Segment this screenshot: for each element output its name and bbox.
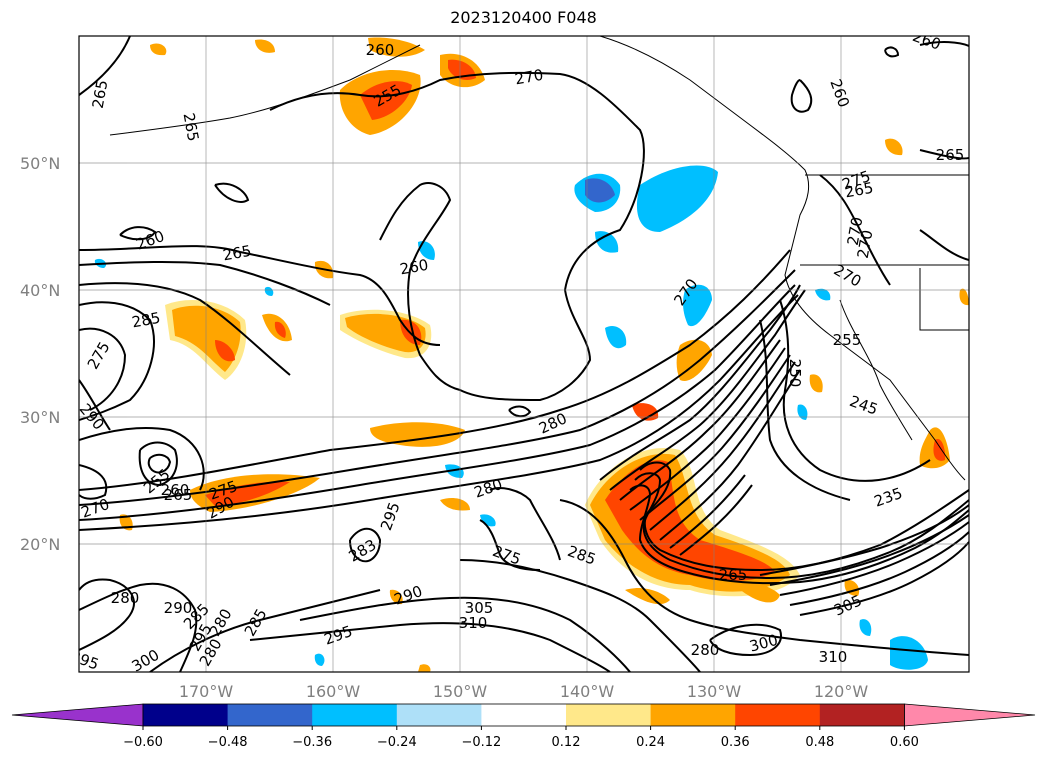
latitude-labels: 50°N 40°N 30°N 20°N (20, 154, 60, 554)
contour-label: 265 (164, 486, 193, 504)
contour-label: 305 (465, 599, 494, 617)
colorbar-segment (735, 704, 821, 726)
lat-label-30n: 30°N (20, 408, 60, 427)
colorbar-segment (396, 704, 482, 726)
colorbar-tick-label: 0.36 (721, 735, 750, 750)
contour-lines (79, 36, 969, 672)
contour-label: 260 (366, 41, 395, 59)
lon-label-130w: 130°W (687, 682, 742, 701)
lat-label-40n: 40°N (20, 281, 60, 300)
colorbar-tick-label: 0.24 (636, 735, 665, 750)
colorbar-tick-label: 0.60 (890, 735, 919, 750)
longitude-labels: 170°W 160°W 150°W 140°W 130°W 120°W (179, 682, 869, 701)
contour-label: 265 (180, 111, 203, 142)
contour-label: 265 (719, 566, 748, 584)
lon-label-160w: 160°W (306, 682, 361, 701)
contour-label: 270 (513, 66, 544, 89)
lon-label-140w: 140°W (560, 682, 615, 701)
contour-label: 265 (936, 146, 965, 164)
colorbar-tick-label: −0.36 (292, 735, 332, 750)
contour-label: 265 (221, 242, 252, 265)
contour-label: 310 (459, 614, 488, 632)
colorbar-extend-high (904, 703, 1036, 727)
colorbar-tick-label: 0.48 (805, 735, 834, 750)
colorbar-segment (819, 704, 905, 726)
plot-frame (78, 35, 970, 673)
contour-label: 255 (833, 331, 862, 349)
lon-label-170w: 170°W (179, 682, 234, 701)
colorbar-segment (312, 704, 398, 726)
colorbar-segment (143, 704, 229, 726)
colorbar-extend-low (11, 703, 144, 727)
colorbar-segment (481, 704, 567, 726)
contour-label: 285 (130, 309, 161, 332)
colorbar-segment (566, 704, 652, 726)
colorbar: −0.60 −0.48 −0.36 −0.24 −0.12 0.12 0.24 0.36 0.4… (11, 703, 1036, 750)
contour-label: 310 (819, 648, 848, 666)
colorbar-segment (227, 704, 313, 726)
lat-label-50n: 50°N (20, 154, 60, 173)
colorbar-tick-label: 0.12 (552, 735, 581, 750)
coastlines (109, 36, 969, 481)
colorbar-segment (650, 704, 736, 726)
lat-label-20n: 20°N (20, 535, 60, 554)
lon-label-150w: 150°W (433, 682, 488, 701)
contour-label: 270 (854, 228, 877, 259)
contour-label: 290 (164, 599, 193, 617)
colorbar-tick-label: −0.24 (377, 735, 417, 750)
contour-label: 280 (111, 589, 140, 607)
contour-label: 260 (398, 256, 429, 279)
contour-label: 260 (161, 481, 190, 499)
contour-label: 250 (786, 359, 804, 388)
colorbar-tick-label: −0.12 (461, 735, 501, 750)
map-title: 2023120400 F048 (450, 8, 597, 27)
negative-shading (94, 165, 928, 670)
contour-label: 265 (89, 78, 112, 109)
contour-label: 270 (844, 215, 867, 246)
contour-label: 265 (843, 179, 874, 202)
contour-label: 280 (691, 641, 720, 659)
colorbar-tick-label: −0.48 (208, 735, 248, 750)
lon-label-120w: 120°W (814, 682, 869, 701)
colorbar-tick-label: −0.60 (123, 735, 163, 750)
gridlines (79, 36, 969, 672)
colorbar-frame (142, 703, 905, 727)
